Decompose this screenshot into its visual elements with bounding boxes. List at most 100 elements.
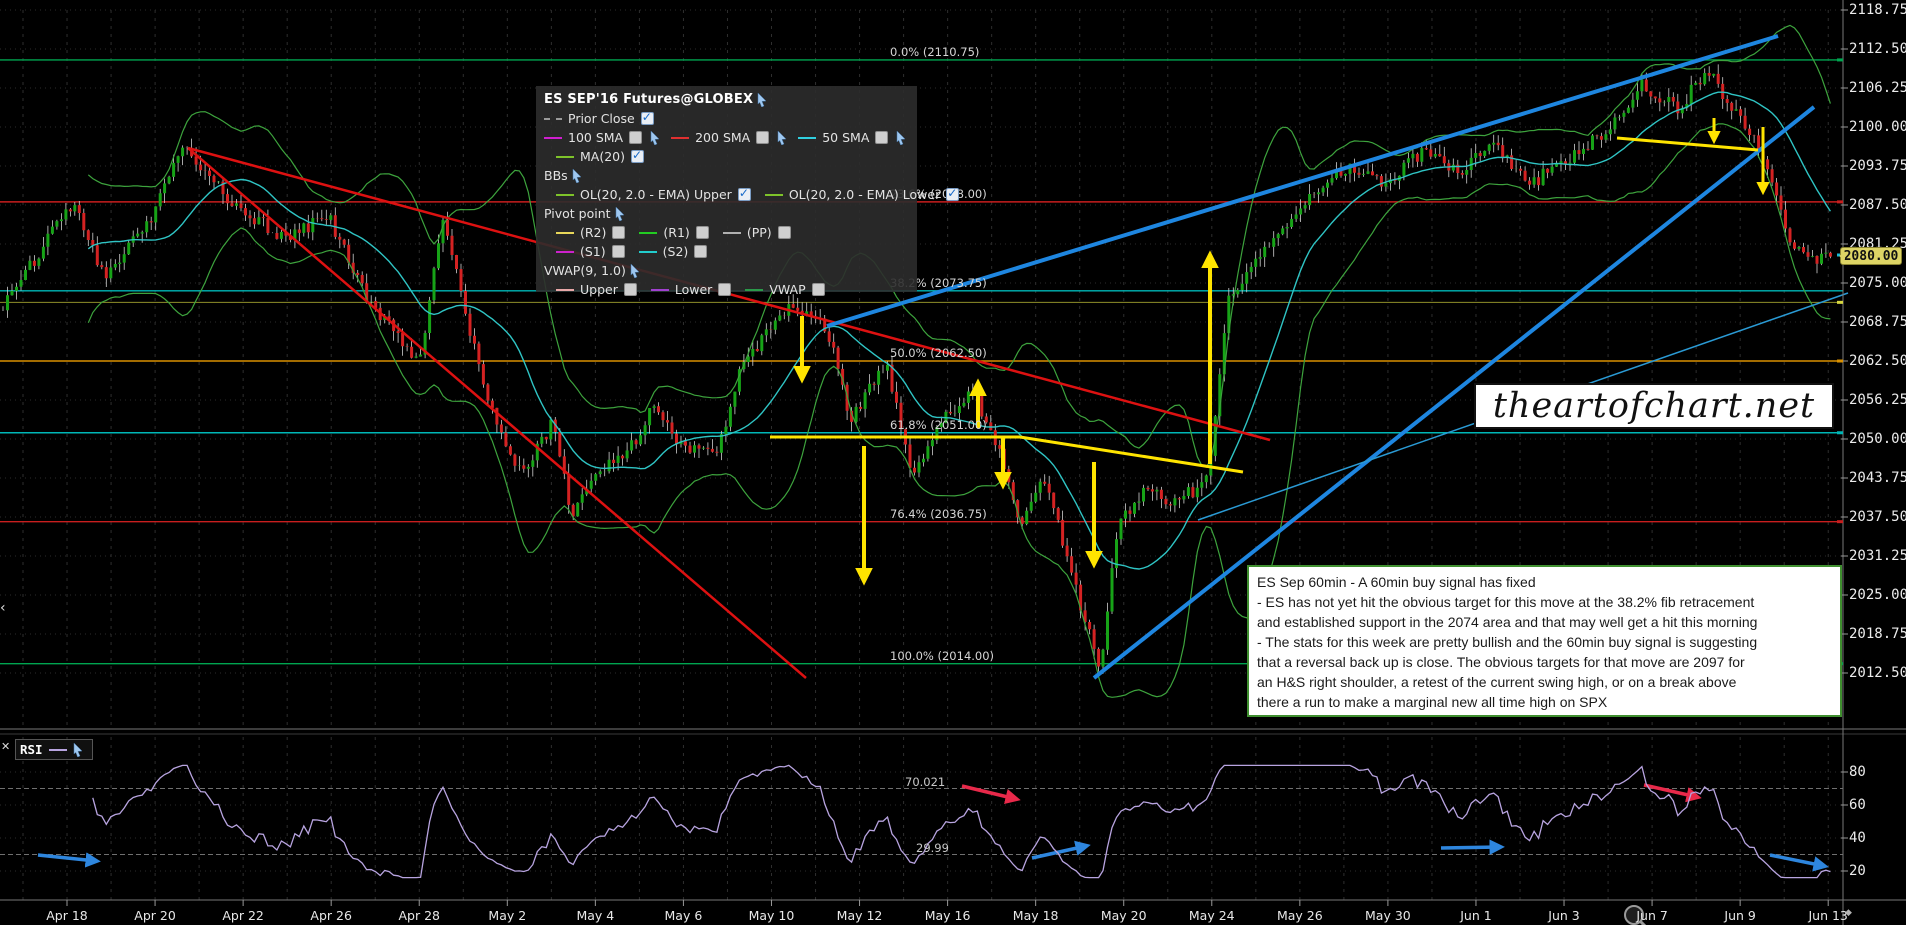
price-axis-label: 2106.25	[1849, 80, 1906, 96]
bb-upper-checkbox[interactable]	[737, 186, 751, 201]
vwap-upper-line-sample	[556, 288, 574, 291]
legend-row-bb-bands[interactable]: OL(20, 2.0 - EMA) Upper OL(20, 2.0 - EMA…	[544, 185, 960, 204]
s2-checkbox[interactable]	[694, 245, 708, 258]
s1-line-sample	[556, 250, 574, 253]
price-axis-label: 2031.25	[1849, 548, 1906, 564]
vwap-line-sample	[745, 288, 764, 291]
prior-close-label: Prior Close	[568, 111, 635, 126]
pp-label: (PP)	[746, 225, 772, 240]
sma100-checkbox[interactable]	[629, 131, 643, 144]
date-axis-label: May 12	[836, 908, 883, 923]
sma100-label: 100 SMA	[568, 130, 624, 145]
cursor-icon	[572, 168, 582, 183]
legend-row-bbs[interactable]: BBs	[544, 166, 917, 185]
fib-level-label: 100.0% (2014.00)	[890, 648, 995, 663]
price-axis-label: 2018.75	[1849, 626, 1906, 642]
r1-label: (R1)	[663, 225, 690, 240]
vwap-upper-checkbox[interactable]	[623, 283, 637, 296]
date-axis-label: Apr 18	[46, 908, 88, 923]
fib-level-label: 0.0% (2110.75)	[890, 44, 980, 59]
symbol-title: ES SEP'16 Futures@GLOBEX	[544, 92, 754, 107]
rsi-upper-level-label: 70.021	[905, 775, 946, 789]
axis-corner-icon[interactable]: ◆	[1845, 908, 1852, 918]
prior-close-checkbox[interactable]	[640, 110, 654, 125]
date-axis-label: Apr 28	[398, 908, 440, 923]
date-axis-label: May 10	[748, 908, 795, 923]
sma200-line-sample	[671, 136, 690, 139]
date-axis-label: May 20	[1100, 908, 1147, 923]
ma20-checkbox[interactable]	[631, 148, 644, 163]
gridlines	[0, 9, 1843, 900]
r1-line-sample	[639, 231, 658, 234]
legend-row-support[interactable]: (S1) (S2)	[544, 242, 917, 261]
r1-checkbox[interactable]	[695, 226, 709, 239]
date-axis-label: Apr 26	[310, 908, 352, 923]
rsi-axis-label: 80	[1849, 764, 1866, 780]
date-axis-label: May 4	[576, 908, 615, 923]
cursor-icon	[777, 130, 787, 145]
rsi-line-sample	[48, 748, 67, 751]
price-axis-label: 2062.50	[1849, 353, 1906, 369]
legend-title-row[interactable]: ES SEP'16 Futures@GLOBEX	[544, 90, 917, 109]
s2-line-sample	[638, 250, 657, 253]
vwap-lower-label: Lower	[674, 282, 713, 297]
s1-checkbox[interactable]	[611, 245, 625, 258]
s2-label: (S2)	[662, 244, 689, 259]
trendlines-and-arrows	[37, 34, 1849, 872]
cursor-icon	[757, 92, 767, 107]
analysis-note: ES Sep 60min - A 60min buy signal has fi…	[1247, 565, 1842, 717]
date-axis-label: Apr 22	[222, 908, 264, 923]
date-axis-label: Jun 7	[1636, 908, 1668, 923]
rsi-title: RSI	[20, 742, 43, 757]
rsi-axis-label: 60	[1849, 797, 1866, 813]
date-axis-label: May 16	[924, 908, 971, 923]
legend-row-smas[interactable]: 100 SMA 200 SMA 50 SMA	[544, 128, 917, 147]
price-axis-label: 2056.25	[1849, 392, 1906, 408]
vwap-lower-checkbox[interactable]	[718, 283, 732, 296]
ma20-line-sample	[556, 155, 574, 158]
date-axis-label: May 18	[1012, 908, 1059, 923]
scroll-left-icon[interactable]: ‹	[0, 600, 6, 616]
indicator-lines	[87, 24, 1831, 698]
vwap-checkbox[interactable]	[811, 283, 825, 296]
bb-lower-label: OL(20, 2.0 - EMA) Lower	[788, 187, 941, 202]
legend-row-prior-close[interactable]: Prior Close	[544, 109, 917, 128]
legend-row-resistance[interactable]: (R2) (R1) (PP)	[544, 223, 917, 242]
watermark-text: theartofchart.net	[1492, 386, 1816, 426]
price-axis-label: 2112.50	[1849, 41, 1906, 57]
s1-label: (S1)	[580, 244, 606, 259]
date-axis-label: May 26	[1276, 908, 1323, 923]
prior-close-line-sample	[544, 117, 562, 120]
cursor-icon	[897, 130, 906, 145]
legend-row-vwap-title[interactable]: VWAP(9, 1.0)	[544, 261, 917, 280]
watermark: theartofchart.net	[1474, 383, 1834, 429]
bb-upper-line-sample	[556, 193, 574, 196]
sma50-checkbox[interactable]	[875, 131, 889, 144]
date-axis-label: Jun 9	[1724, 908, 1756, 923]
r2-checkbox[interactable]	[612, 226, 626, 239]
rsi-close-icon[interactable]: ✕	[1, 740, 11, 753]
pp-line-sample	[722, 231, 741, 234]
legend-row-pivot[interactable]: Pivot point	[544, 204, 917, 223]
pp-checkbox[interactable]	[777, 226, 791, 239]
rsi-pane-header[interactable]: RSI	[15, 739, 93, 760]
legend-row-vwap-bands[interactable]: Upper Lower VWAP	[544, 280, 917, 299]
date-axis-label: May 6	[664, 908, 703, 923]
note-line: - The stats for this week are pretty bul…	[1257, 634, 1758, 650]
price-axis-label: 2050.00	[1849, 431, 1906, 447]
date-axis-label: Jun 1	[1460, 908, 1492, 923]
note-line: an H&S right shoulder, a retest of the c…	[1257, 674, 1737, 690]
legend-row-ma20[interactable]: MA(20)	[544, 147, 917, 166]
sma50-line-sample	[798, 136, 817, 139]
price-axis-label: 2068.75	[1849, 314, 1906, 330]
last-price-badge: 2080.00	[1839, 247, 1902, 265]
rsi-axis-label: 40	[1849, 830, 1866, 846]
fib-level-label: 50.0% (2062.50)	[890, 346, 987, 360]
sma200-checkbox[interactable]	[756, 131, 770, 144]
note-line: ES Sep 60min - A 60min buy signal has fi…	[1257, 574, 1536, 590]
rsi-axis-label: 20	[1849, 863, 1866, 879]
r2-line-sample	[556, 231, 574, 234]
bb-lower-checkbox[interactable]	[946, 186, 960, 201]
